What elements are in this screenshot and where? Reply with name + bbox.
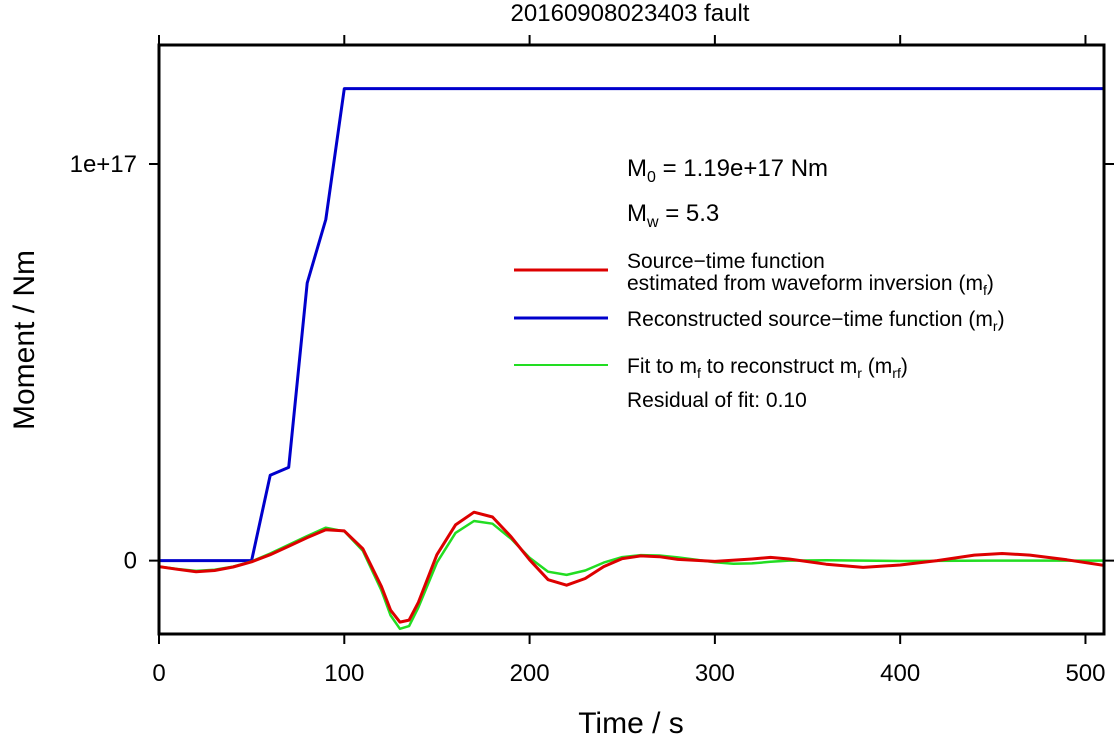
m0-annotation: M0 = 1.19e+17 Nm: [627, 155, 828, 186]
y-tick-label: 1e+17: [70, 151, 137, 178]
mw-annotation: Mw = 5.3: [627, 200, 719, 231]
series-layer: [159, 87, 1104, 631]
legend-label-red-line1: Source−time function: [627, 250, 825, 273]
legend-label-red-line2: estimated from waveform inversion (mf): [627, 272, 994, 298]
ticks-layer: 0 100 200 300 400 500 0 1e+17: [70, 35, 1114, 687]
m0-symbol: M: [627, 155, 647, 182]
legend-blue-subscript: r: [993, 318, 998, 334]
mw-symbol: M: [627, 200, 647, 227]
plot-frame: [157, 43, 1106, 636]
legend-green-c: (m: [862, 355, 892, 378]
mw-subscript: w: [646, 214, 659, 231]
legend-red-close: ): [987, 272, 994, 295]
x-axis-label: Time / s: [578, 707, 684, 736]
legend-green-d: ): [901, 355, 908, 378]
legend-blue-text: Reconstructed source−time function (m: [627, 308, 993, 331]
legend-green-a: Fit to m: [627, 355, 697, 378]
x-tick-label: 200: [510, 660, 550, 687]
y-axis-label: Moment / Nm: [8, 250, 41, 430]
legend-red-subscript: f: [983, 282, 987, 298]
x-tick-label: 100: [324, 660, 364, 687]
legend-red-text: estimated from waveform inversion (m: [627, 272, 983, 295]
series-reconstructed-line: [159, 87, 1104, 563]
x-tick-label: 500: [1065, 660, 1105, 687]
residual-label: Residual of fit: 0.10: [627, 389, 807, 412]
legend-blue-close: ): [998, 308, 1005, 331]
x-tick-label: 400: [880, 660, 920, 687]
legend-green-c-sub: rf: [892, 365, 901, 381]
m0-subscript: 0: [647, 169, 656, 186]
legend-green-b-sub: r: [857, 365, 862, 381]
m0-value: = 1.19e+17 Nm: [656, 155, 828, 182]
legend-green-a-sub: f: [697, 365, 701, 381]
x-tick-label: 0: [152, 660, 165, 687]
legend: Source−time function estimated from wave…: [514, 250, 1005, 412]
legend-label-blue: Reconstructed source−time function (mr): [627, 308, 1005, 334]
y-tick-label: 0: [124, 548, 137, 575]
chart-title: 20160908023403 fault: [511, 0, 750, 27]
series-fit-line: [159, 519, 1104, 631]
legend-label-green: Fit to mf to reconstruct mr (mrf): [627, 355, 908, 381]
mw-value: = 5.3: [659, 200, 720, 227]
legend-green-b: to reconstruct m: [701, 355, 857, 378]
x-tick-label: 300: [695, 660, 735, 687]
series-estimated-line: [159, 510, 1104, 624]
